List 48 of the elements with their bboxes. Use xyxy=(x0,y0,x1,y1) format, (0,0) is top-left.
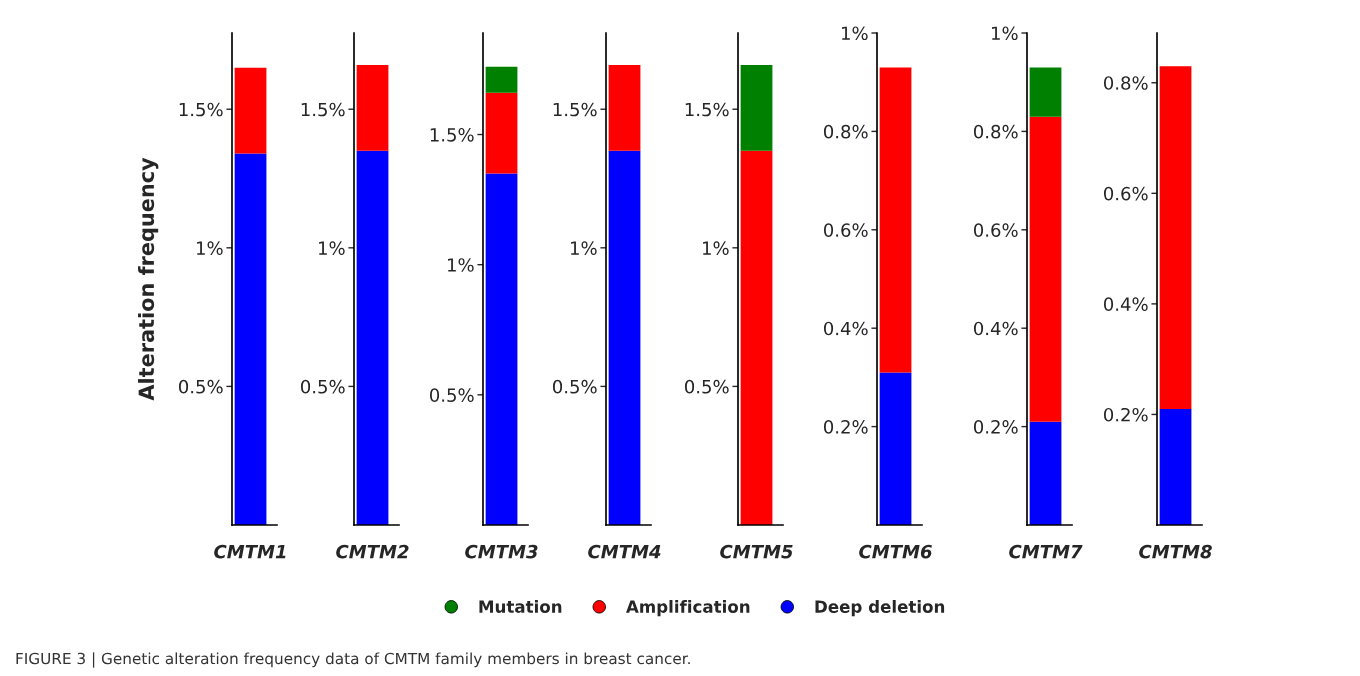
y-tick-label: 1% xyxy=(448,258,474,272)
y-tick-label: 1.5% xyxy=(301,102,345,117)
legend-label: Amplification xyxy=(626,600,750,617)
y-tick-label: 0.5% xyxy=(684,379,729,394)
y-tick-label: 1% xyxy=(571,241,597,255)
bar xyxy=(1029,67,1062,117)
y-tick-label: 0.8% xyxy=(973,124,1018,139)
x-tick-label: CMTM6 xyxy=(859,544,932,559)
y-tick-label: 0.5% xyxy=(178,379,223,394)
y-tick-label: 0.8% xyxy=(823,124,868,139)
bar xyxy=(485,173,518,525)
bar xyxy=(485,92,518,174)
y-axis-title: Alteration frequency xyxy=(138,157,159,401)
x-tick-label: CMTM8 xyxy=(1139,544,1212,559)
y-tick-label: 0.6% xyxy=(973,223,1018,237)
x-tick-label: CMTM7 xyxy=(1009,544,1083,559)
y-tick-label: 0.5% xyxy=(429,388,474,402)
y-tick-label: 1.5% xyxy=(685,102,729,117)
bar xyxy=(1029,421,1062,525)
y-tick-label: 1% xyxy=(992,26,1018,41)
y-tick-label: 1.5% xyxy=(179,102,223,117)
bar xyxy=(485,66,518,93)
y-tick-label: 1.5% xyxy=(430,127,474,142)
y-tick-label: 1% xyxy=(197,241,223,255)
x-tick-label: CMTM1 xyxy=(214,544,286,559)
y-tick-label: 0.5% xyxy=(300,379,345,394)
bar xyxy=(1029,116,1062,422)
y-tick-label: 0.4% xyxy=(973,321,1018,336)
legend-label: Deep deletion xyxy=(815,600,945,617)
y-tick-label: 0.4% xyxy=(1103,297,1148,311)
y-tick-label: 0.6% xyxy=(823,223,868,237)
y-tick-label: 0.4% xyxy=(823,321,868,336)
y-tick-label: 1.5% xyxy=(553,102,597,117)
x-tick-label: CMTM3 xyxy=(465,544,538,559)
x-tick-label: CMTM2 xyxy=(336,544,409,559)
y-tick-label: 1% xyxy=(703,241,729,255)
legend-label: Mutation xyxy=(479,600,562,613)
y-tick-label: 0.2% xyxy=(1103,407,1148,422)
y-tick-label: 0.2% xyxy=(973,420,1018,434)
x-tick-label: CMTM4 xyxy=(588,544,661,559)
y-tick-label: 1% xyxy=(842,26,868,41)
y-tick-label: 0.5% xyxy=(552,379,597,394)
y-tick-label: 0.8% xyxy=(1103,76,1148,90)
y-tick-label: 1% xyxy=(319,241,345,255)
y-tick-label: 0.2% xyxy=(823,420,868,434)
x-tick-label: CMTM5 xyxy=(720,544,793,559)
caption: FIGURE 3 | Genetic alteration frequency data of CMTM family members in breast cancer. xyxy=(16,652,690,668)
y-tick-label: 0.6% xyxy=(1103,186,1148,201)
